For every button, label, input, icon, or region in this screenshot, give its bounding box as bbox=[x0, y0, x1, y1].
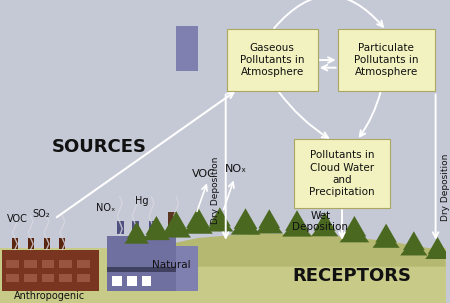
Bar bbox=[168, 212, 177, 231]
Polygon shape bbox=[340, 223, 369, 242]
Bar bbox=[24, 260, 36, 268]
Bar bbox=[77, 274, 90, 282]
Text: RECEPTORS: RECEPTORS bbox=[292, 267, 411, 285]
Text: Gaseous
Pollutants in
Atmosphere: Gaseous Pollutants in Atmosphere bbox=[240, 43, 305, 78]
Text: Particulate
Pollutants in
Atmosphere: Particulate Pollutants in Atmosphere bbox=[354, 43, 418, 78]
Bar bbox=[176, 246, 198, 291]
Polygon shape bbox=[256, 216, 283, 234]
Text: Anthropogenic: Anthropogenic bbox=[14, 291, 85, 301]
Bar bbox=[41, 274, 54, 282]
Polygon shape bbox=[231, 215, 261, 235]
Bar bbox=[2, 250, 99, 291]
Bar bbox=[44, 238, 50, 249]
Polygon shape bbox=[428, 237, 447, 254]
FancyBboxPatch shape bbox=[338, 29, 435, 91]
Polygon shape bbox=[209, 207, 231, 226]
Bar bbox=[24, 274, 36, 282]
Text: SOURCES: SOURCES bbox=[51, 138, 147, 156]
Polygon shape bbox=[0, 248, 446, 303]
Text: Dry Deposition: Dry Deposition bbox=[441, 154, 450, 221]
Polygon shape bbox=[403, 231, 425, 250]
Polygon shape bbox=[375, 224, 397, 242]
Bar bbox=[59, 238, 65, 249]
Polygon shape bbox=[124, 228, 149, 244]
Text: Hg: Hg bbox=[135, 196, 148, 206]
Text: Dry Deposition: Dry Deposition bbox=[212, 156, 220, 224]
Text: VOC: VOC bbox=[192, 169, 216, 179]
Text: Wet
Deposition: Wet Deposition bbox=[292, 211, 348, 232]
Polygon shape bbox=[143, 223, 170, 240]
Bar bbox=[117, 221, 124, 234]
Polygon shape bbox=[119, 233, 446, 267]
Bar bbox=[41, 260, 54, 268]
Polygon shape bbox=[258, 209, 280, 228]
Polygon shape bbox=[162, 218, 191, 238]
Polygon shape bbox=[400, 238, 428, 255]
Bar bbox=[127, 276, 137, 286]
Polygon shape bbox=[314, 212, 336, 231]
Text: NOₓ: NOₓ bbox=[96, 203, 116, 213]
Polygon shape bbox=[285, 210, 309, 231]
Text: Natural: Natural bbox=[152, 260, 191, 270]
Text: VOC: VOC bbox=[7, 214, 28, 224]
Bar bbox=[59, 260, 72, 268]
Bar bbox=[148, 221, 155, 234]
Polygon shape bbox=[164, 211, 188, 232]
Bar bbox=[176, 26, 198, 71]
Bar bbox=[6, 274, 19, 282]
Polygon shape bbox=[373, 230, 400, 248]
Bar bbox=[28, 238, 34, 249]
Bar bbox=[112, 276, 122, 286]
Polygon shape bbox=[282, 218, 312, 237]
Polygon shape bbox=[127, 222, 147, 239]
Text: SO₂: SO₂ bbox=[33, 209, 50, 219]
Bar bbox=[59, 274, 72, 282]
Polygon shape bbox=[206, 214, 234, 231]
Bar bbox=[107, 236, 176, 291]
Bar bbox=[77, 260, 90, 268]
Bar bbox=[6, 260, 19, 268]
Polygon shape bbox=[186, 207, 210, 228]
Polygon shape bbox=[234, 208, 257, 229]
Text: Pollutants in
Cloud Water
and
Precipitation: Pollutants in Cloud Water and Precipitat… bbox=[309, 150, 375, 198]
Text: NOₓ: NOₓ bbox=[225, 164, 247, 174]
Bar bbox=[107, 267, 176, 272]
Bar bbox=[132, 221, 139, 234]
FancyBboxPatch shape bbox=[294, 139, 390, 208]
Polygon shape bbox=[183, 215, 213, 234]
Polygon shape bbox=[425, 243, 450, 259]
Polygon shape bbox=[342, 216, 366, 237]
Polygon shape bbox=[145, 216, 167, 235]
Bar bbox=[12, 238, 18, 249]
Polygon shape bbox=[311, 219, 338, 236]
FancyBboxPatch shape bbox=[227, 29, 318, 91]
Bar bbox=[142, 276, 152, 286]
